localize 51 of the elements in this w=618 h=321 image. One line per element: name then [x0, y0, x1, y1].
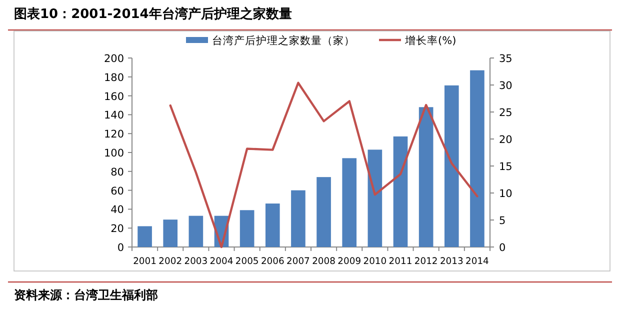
y-tick-label: 100	[104, 148, 124, 160]
x-tick-label: 2013	[440, 256, 464, 267]
x-tick-label: 2006	[260, 256, 284, 267]
x-tick-label: 2005	[235, 256, 259, 267]
x-tick-label: 2003	[184, 256, 208, 267]
y-tick-label: 200	[104, 53, 124, 65]
y-tick-label: 140	[104, 110, 124, 122]
y-tick-label: 0	[117, 242, 124, 254]
y-tick-label: 40	[110, 204, 124, 216]
x-tick-label: 2014	[466, 256, 490, 267]
y2-tick-label: 5	[499, 215, 506, 227]
x-tick-label: 2012	[414, 256, 438, 267]
bar	[316, 177, 331, 247]
bar	[291, 190, 306, 247]
x-tick-label: 2009	[338, 256, 362, 267]
y-tick-label: 20	[110, 223, 124, 236]
x-tick-label: 2004	[210, 256, 234, 267]
bar	[418, 107, 434, 247]
text: 资料来源：台湾卫生福利部	[14, 288, 158, 302]
y2-tick-label: 10	[499, 188, 512, 200]
y-tick-label: 120	[104, 128, 124, 141]
y-tick-label: 160	[104, 90, 124, 103]
bar	[470, 70, 484, 247]
y2-tick-label: 30	[499, 80, 512, 92]
bar	[188, 216, 204, 247]
x-tick-label: 2002	[158, 256, 182, 267]
bar	[163, 220, 178, 247]
y-tick-label: 80	[110, 166, 124, 178]
y-tick-label: 180	[104, 72, 124, 84]
y2-tick-label: 35	[499, 53, 512, 65]
bar	[368, 150, 382, 247]
bar	[444, 85, 459, 247]
y2-tick-label: 25	[499, 107, 512, 119]
line-series	[169, 82, 478, 248]
x-tick-label: 2007	[286, 256, 310, 267]
legend-label: 台湾产后护理之家数量（家）	[212, 34, 355, 47]
x-tick-label: 2008	[312, 256, 336, 267]
y2-tick-label: 15	[499, 161, 512, 173]
bar	[393, 136, 408, 247]
legend-label: 增长率(%)	[404, 34, 456, 47]
chart-title: 图表10：2001-2014年台湾产后护理之家数量	[14, 6, 292, 22]
bar	[138, 226, 152, 247]
y-tick-label: 60	[110, 185, 124, 198]
bar	[265, 204, 280, 247]
x-tick-label: 2001	[133, 256, 156, 267]
x-tick-label: 2010	[363, 256, 387, 267]
x-tick-label: 2011	[388, 256, 412, 267]
bar	[342, 158, 357, 247]
y2-tick-label: 20	[499, 134, 512, 146]
y2-tick-label: 0	[499, 242, 506, 254]
bar	[240, 210, 254, 247]
